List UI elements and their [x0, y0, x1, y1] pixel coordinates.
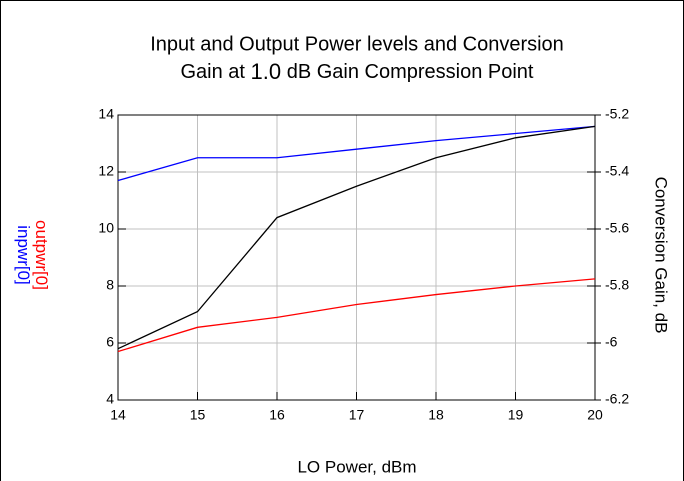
line-series — [117, 125, 596, 350]
y-tick-label: 4 — [106, 391, 114, 407]
y-axis-label: inpwr[0] — [14, 225, 33, 285]
y-tick-label: 12 — [98, 163, 114, 179]
y2-axis-label: Conversion Gain, dB — [652, 177, 671, 334]
x-tick-label: 16 — [269, 407, 285, 423]
y2-tick-label: -5.2 — [605, 106, 629, 122]
y-tick-label: 10 — [98, 220, 114, 236]
subtitle-part: dB Gain Compression Point — [287, 61, 534, 83]
x-tick-label: 20 — [587, 407, 603, 423]
x-tick-label: 14 — [110, 407, 126, 423]
y-tick-label: 6 — [106, 334, 114, 350]
line-series — [117, 125, 596, 182]
y-label-part: inpwr[0] — [14, 225, 33, 285]
y2-tick-label: -5.4 — [605, 163, 629, 179]
x-axis-label: LO Power, dBm — [297, 457, 416, 476]
y2-tick-label: -5.6 — [605, 220, 629, 236]
x-tick-label: 18 — [428, 407, 444, 423]
plot-frame — [117, 114, 596, 401]
chart-title: Input and Output Power levels and Conver… — [150, 33, 564, 55]
x-tick-label: 15 — [190, 407, 206, 423]
y2-tick-label: -6.2 — [605, 391, 629, 407]
line-series — [117, 278, 596, 353]
y-tick-label: 14 — [98, 106, 114, 122]
y2-tick-label: -6 — [605, 334, 618, 350]
y-axis-label: outpwr[0] — [32, 220, 51, 290]
y-label-part: outpwr[0] — [32, 220, 51, 290]
subtitle-part: 1.0 — [251, 59, 282, 84]
subtitle-part: Gain at — [181, 61, 246, 83]
chart-subtitle: Gain at 1.0 dB Gain Compression Point — [181, 59, 534, 84]
x-tick-label: 19 — [508, 407, 524, 423]
x-tick-label: 17 — [349, 407, 365, 423]
y-tick-label: 8 — [106, 277, 114, 293]
y2-tick-label: -5.8 — [605, 277, 629, 293]
